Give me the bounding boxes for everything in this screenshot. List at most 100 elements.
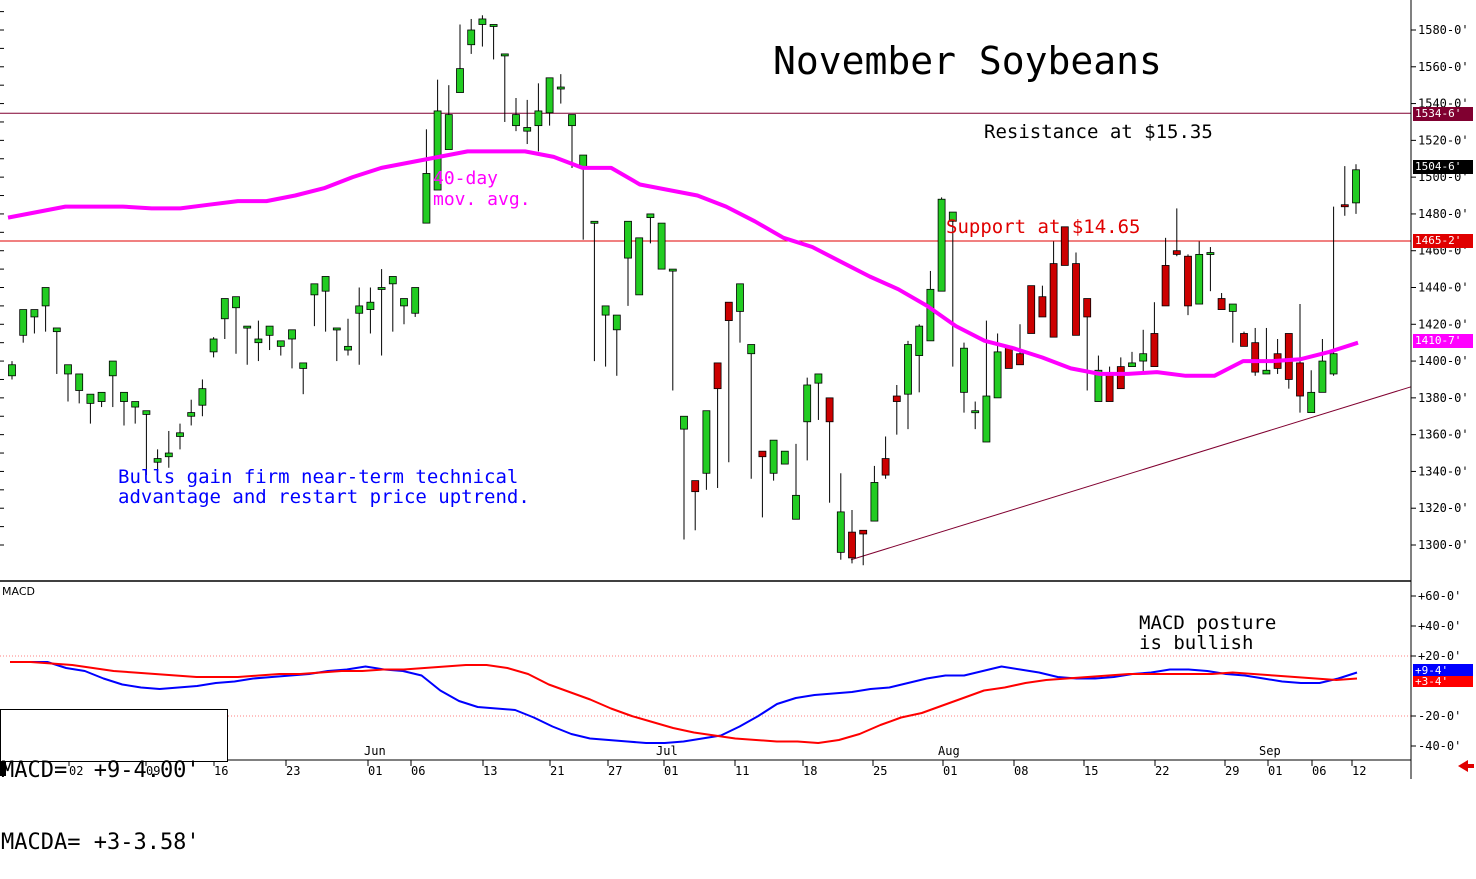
candle-body [265,325,274,336]
macda-badge: +3-4' [1413,676,1473,687]
ma-note-line2: mov. avg. [433,189,531,210]
candle [265,325,274,351]
price-chart: 1580-0'1560-0'1540-0'1520-0'1500-0'1480-… [0,0,1476,779]
candle-body [1262,369,1271,375]
candle [904,340,912,430]
candle [444,85,453,150]
candle-body [1184,255,1192,307]
candle-body [937,198,946,292]
candle-body [400,298,408,307]
candle-body [512,114,520,127]
candle [198,379,207,417]
candle-body [1105,373,1114,402]
ma-line [7,149,1359,378]
candle-body [41,287,50,307]
macd-tick-label: +40-0' [1418,619,1461,633]
month-label: Aug [938,744,960,758]
resistance-price-badge: 1534-6' [1413,107,1473,121]
candle-body [153,458,162,463]
macd-note-line1: MACD posture [1139,612,1277,634]
candle-body [836,511,845,553]
candle-body [657,222,666,270]
candle [164,430,173,468]
date-tick-label: 02 [69,764,83,778]
candle [892,384,901,435]
scroll-right-arrow-icon [1458,760,1474,772]
candle [859,529,868,566]
candle [243,325,252,365]
scroll-left-marker-icon [0,762,6,776]
candle-body [825,397,834,423]
candle [971,401,980,430]
candle-body [321,276,330,292]
candle-body [366,301,375,310]
candle [467,18,476,54]
candle-body [1307,391,1316,413]
candle-body [982,395,991,443]
candle-body [1161,265,1170,307]
candle-body [680,415,688,430]
candle [915,324,924,393]
candle [52,327,61,374]
candle-body [355,305,364,314]
candle-body [523,127,532,132]
date-tick-label: 23 [286,764,300,778]
candle-body [142,410,151,415]
candle [568,114,576,168]
candle [131,401,140,424]
candle-body [960,347,968,393]
candle [288,329,296,369]
candle [8,361,16,380]
candle-body [892,395,901,402]
candle [1150,302,1159,367]
candle [1172,208,1181,257]
candle [1038,285,1047,318]
candle-body [1094,369,1103,402]
candle-body [422,173,431,224]
candle-body [209,338,218,353]
candle-body [131,401,140,408]
price-tick-label: 1340-0' [1418,464,1469,478]
date-tick-label: 29 [1225,764,1239,778]
candle [500,53,509,122]
candle [668,268,677,391]
candle [209,337,218,358]
candle-body [814,373,823,384]
candle [814,373,823,420]
price-tick-label: 1560-0' [1418,60,1469,74]
candle [870,465,879,522]
date-tick-label: 01 [943,764,957,778]
date-tick-label: 13 [483,764,497,778]
candle-body [1027,285,1036,334]
candle-body [411,287,420,314]
candle-body [1329,353,1338,375]
candle-body [534,110,543,127]
candle [1083,298,1092,391]
candle-body [1251,342,1260,373]
candle [86,393,95,424]
macda-line [10,661,1358,744]
candle-body [904,344,912,395]
candle-body [1060,226,1069,266]
candle [456,24,464,93]
candle-body [198,388,207,406]
candle [142,410,151,476]
candle [1262,327,1271,375]
candle-body [859,529,868,535]
candle-body [713,362,722,390]
price-tick-label: 1580-0' [1418,23,1469,37]
candle [1128,351,1136,367]
candle-body [624,220,632,259]
candle [769,439,778,481]
bulls-note-line2: advantage and restart price uptrend. [118,486,530,508]
candle-body [1038,296,1047,318]
date-tick-label: 25 [873,764,887,778]
macd-panel-label: MACD [2,585,35,598]
candle-body [545,77,554,114]
candle-body [668,268,677,272]
month-label: Jul [656,744,678,758]
support-note: Support at $14.65 [946,216,1141,238]
candle-body [52,327,61,333]
candle [422,129,431,224]
bulls-note: Bulls gain firm near-term technical advan… [118,467,530,507]
